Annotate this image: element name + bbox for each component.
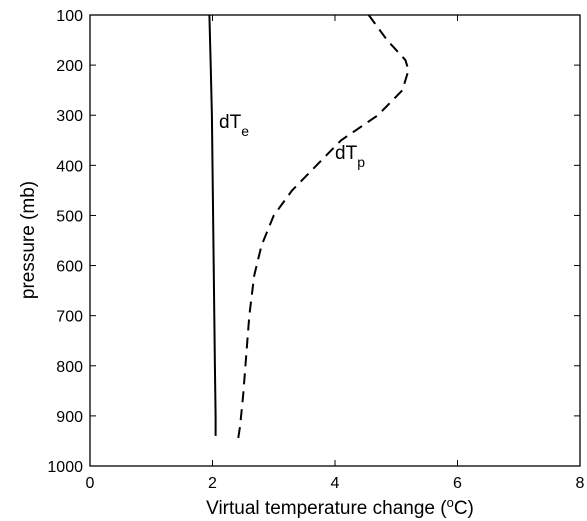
series-line-0 bbox=[208, 14, 217, 436]
tick-marks: 0 2 4 6 8 100 200 300 400 500 600 700 800 900 1000 bbox=[47, 8, 584, 492]
y-tick-label: 600 bbox=[56, 259, 83, 276]
y-tick-label: 1000 bbox=[47, 459, 83, 476]
x-tick-label: 4 bbox=[331, 475, 340, 492]
plot-frame bbox=[89, 14, 581, 467]
plot-area bbox=[89, 14, 581, 467]
x-tick-label: 6 bbox=[453, 475, 462, 492]
y-tick-label: 700 bbox=[56, 309, 83, 326]
x-axis-label: Virtual temperature change (oC) bbox=[206, 495, 474, 519]
y-tick-label: 200 bbox=[56, 58, 83, 75]
series-line-1 bbox=[237, 14, 410, 439]
y-tick-label: 400 bbox=[56, 158, 83, 175]
labels: Virtual temperature change (oC) pressure… bbox=[18, 112, 474, 519]
series-label-dtp: dTp bbox=[335, 143, 365, 170]
y-tick-label: 500 bbox=[56, 208, 83, 225]
y-tick-label: 100 bbox=[56, 8, 83, 25]
x-tick-label: 2 bbox=[208, 475, 217, 492]
y-tick-label: 300 bbox=[56, 108, 83, 125]
y-axis-label: pressure (mb) bbox=[18, 181, 39, 299]
y-tick-label: 900 bbox=[56, 409, 83, 426]
series-layer bbox=[208, 14, 410, 439]
series-label-dte: dTe bbox=[219, 112, 249, 139]
x-tick-label: 0 bbox=[86, 475, 95, 492]
x-tick-label: 8 bbox=[576, 475, 585, 492]
y-tick-label: 800 bbox=[56, 359, 83, 376]
